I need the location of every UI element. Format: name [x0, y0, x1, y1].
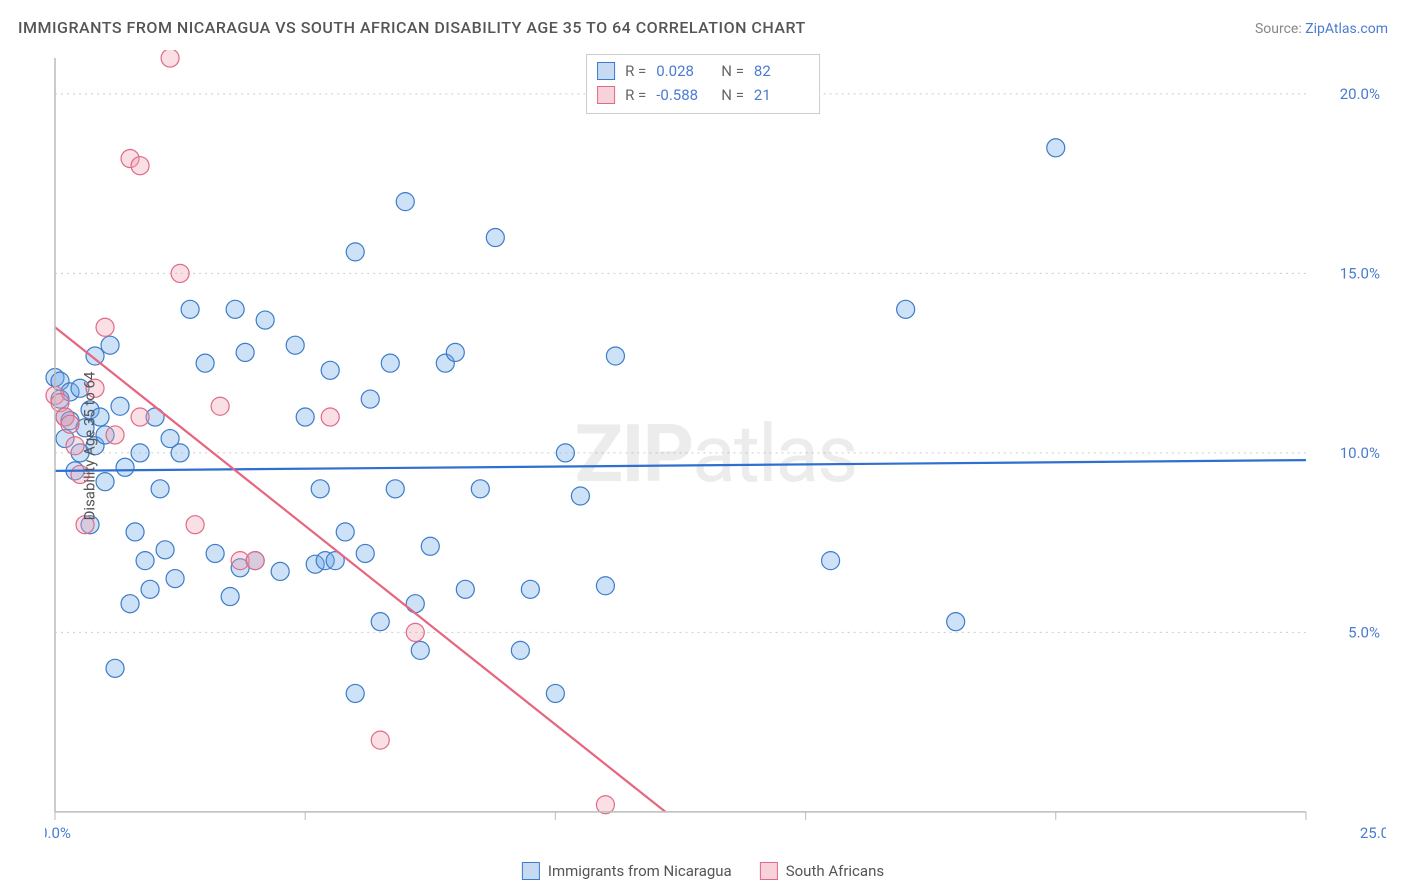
legend-swatch [597, 86, 615, 104]
n-value: 82 [754, 59, 809, 83]
r-value: -0.588 [656, 83, 711, 107]
title-bar: IMMIGRANTS FROM NICARAGUA VS SOUTH AFRIC… [18, 18, 1388, 37]
legend-stat-row: R = -0.588 N = 21 [597, 83, 809, 107]
legend-label: Immigrants from Nicaragua [548, 862, 732, 880]
r-label: R = [625, 59, 646, 83]
y-axis-label: Disability Age 35 to 64 [80, 372, 98, 521]
legend-swatch [760, 862, 778, 880]
scatter-chart: ZIPatlas 5.0% 10.0% 15.0% 20.0% 0.0% 25.0% [45, 50, 1386, 842]
n-label: N = [721, 59, 744, 83]
r-value: 0.028 [656, 59, 711, 83]
legend-swatch [522, 862, 540, 880]
legend-label: South Africans [786, 862, 884, 880]
n-label: N = [721, 83, 744, 107]
source-attribution: Source: ZipAtlas.com [1255, 21, 1388, 37]
legend-swatch [597, 62, 615, 80]
svg-text:15.0%: 15.0% [1340, 264, 1380, 282]
n-value: 21 [754, 83, 809, 107]
source-link[interactable]: ZipAtlas.com [1305, 21, 1388, 37]
svg-text:20.0%: 20.0% [1340, 85, 1380, 103]
svg-text:5.0%: 5.0% [1348, 623, 1380, 641]
svg-text:0.0%: 0.0% [45, 824, 71, 842]
source-prefix: Source: [1255, 21, 1305, 37]
svg-text:25.0%: 25.0% [1360, 824, 1386, 842]
series-legend: Immigrants from Nicaragua South Africans [522, 862, 884, 880]
plot-area: Disability Age 35 to 64 ZIPatlas 5.0% 10.… [45, 50, 1386, 842]
r-label: R = [625, 83, 646, 107]
legend-item: Immigrants from Nicaragua [522, 862, 732, 880]
x-tick-labels: 0.0% 25.0% [45, 824, 1386, 842]
chart-title: IMMIGRANTS FROM NICARAGUA VS SOUTH AFRIC… [18, 18, 806, 37]
legend-item: South Africans [760, 862, 884, 880]
watermark: ZIPatlas [575, 407, 857, 501]
y-tick-labels: 5.0% 10.0% 15.0% 20.0% [1340, 85, 1380, 642]
legend-stat-row: R = 0.028 N = 82 [597, 59, 809, 83]
svg-text:10.0%: 10.0% [1340, 444, 1380, 462]
correlation-legend: R = 0.028 N = 82 R = -0.588 N = 21 [586, 54, 820, 114]
data-points [46, 50, 1065, 814]
